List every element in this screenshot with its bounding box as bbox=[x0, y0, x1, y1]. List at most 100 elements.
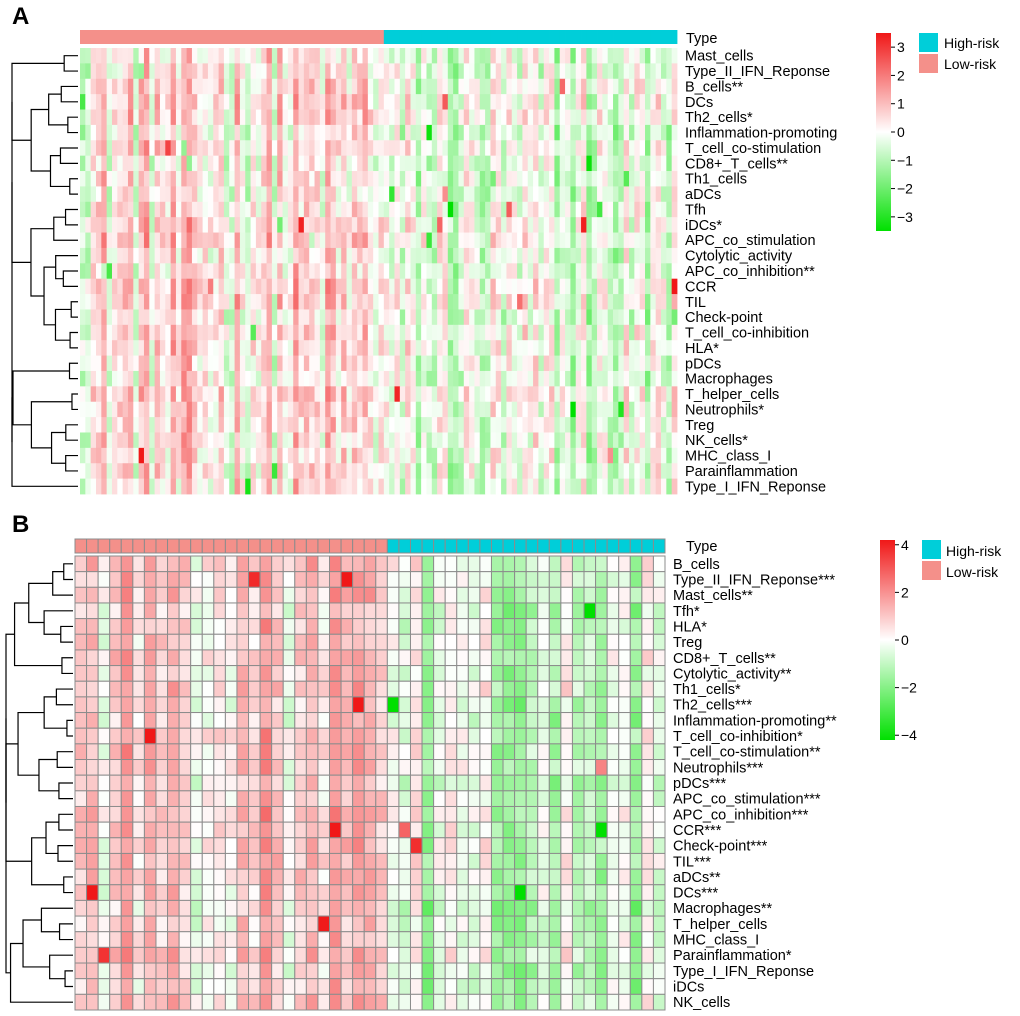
heatmap-cell bbox=[506, 186, 513, 203]
dendrogram-branch bbox=[71, 393, 78, 411]
heatmap-cell bbox=[294, 649, 307, 667]
heatmap-cell bbox=[271, 790, 284, 807]
heatmap-cell bbox=[298, 309, 305, 326]
heatmap-cell bbox=[346, 94, 353, 110]
heatmap-cell bbox=[175, 278, 182, 295]
heatmap-cell bbox=[202, 48, 209, 64]
heatmap-cell bbox=[111, 94, 118, 110]
heatmap-cell bbox=[250, 370, 257, 387]
heatmap-cell bbox=[506, 48, 513, 64]
heatmap-cell bbox=[383, 478, 390, 495]
heatmap-cell bbox=[618, 555, 631, 573]
heatmap-cell bbox=[329, 978, 342, 995]
heatmap-cell bbox=[629, 821, 643, 839]
heatmap-cell bbox=[239, 201, 246, 218]
heatmap-cell bbox=[399, 447, 406, 464]
heatmap-cell bbox=[159, 140, 166, 157]
heatmap-cell bbox=[132, 743, 145, 761]
heatmap-cell bbox=[303, 401, 310, 418]
heatmap-cell bbox=[490, 94, 497, 110]
heatmap-cell bbox=[437, 171, 443, 187]
heatmap-cell bbox=[629, 263, 635, 280]
heatmap-cell bbox=[191, 401, 198, 418]
heatmap-cell bbox=[559, 78, 566, 95]
heatmap-cell bbox=[293, 478, 299, 495]
heatmap-cell bbox=[522, 63, 529, 80]
heatmap-cell bbox=[309, 401, 315, 418]
heatmap-cell bbox=[97, 586, 111, 604]
heatmap-cell bbox=[581, 386, 587, 403]
heatmap-cell bbox=[527, 94, 534, 110]
heatmap-cell bbox=[305, 680, 319, 698]
heatmap-cell bbox=[560, 821, 573, 839]
heatmap-cell bbox=[277, 186, 283, 203]
heatmap-cell bbox=[618, 109, 625, 126]
heatmap-cell bbox=[543, 324, 550, 341]
heatmap-cell bbox=[571, 899, 585, 917]
heatmap-cell bbox=[607, 78, 614, 95]
heatmap-cell bbox=[261, 171, 267, 187]
heatmap-cell bbox=[447, 155, 454, 172]
heatmap-cell bbox=[80, 94, 86, 110]
heatmap-cell bbox=[447, 109, 454, 126]
heatmap-cell bbox=[389, 171, 395, 187]
heatmap-cell bbox=[245, 232, 251, 249]
heatmap-cell bbox=[319, 417, 326, 433]
heatmap-cell bbox=[639, 247, 646, 264]
heatmap-cell bbox=[138, 278, 145, 295]
heatmap-cell bbox=[165, 171, 172, 187]
heatmap-cell bbox=[97, 868, 111, 886]
heatmap-cell bbox=[629, 401, 635, 418]
heatmap-cell bbox=[175, 370, 182, 387]
heatmap-cell bbox=[223, 48, 230, 64]
heatmap-cell bbox=[467, 946, 481, 964]
heatmap-cell bbox=[469, 94, 475, 110]
heatmap-cell bbox=[375, 805, 388, 823]
heatmap-cell bbox=[453, 171, 459, 187]
heatmap-cell bbox=[250, 340, 257, 356]
annotation-cell bbox=[426, 30, 433, 44]
heatmap-cell bbox=[143, 140, 150, 157]
heatmap-cell bbox=[421, 993, 435, 1011]
heatmap-cell bbox=[86, 899, 99, 917]
heatmap-cell bbox=[469, 48, 475, 64]
heatmap-cell bbox=[409, 586, 423, 604]
heatmap-cell bbox=[133, 463, 140, 480]
heatmap-cell bbox=[314, 309, 321, 326]
heatmap-cell bbox=[463, 140, 470, 157]
heatmap-cell bbox=[357, 48, 363, 64]
heatmap-cell bbox=[469, 340, 475, 356]
heatmap-cell bbox=[570, 232, 577, 249]
heatmap-cell bbox=[490, 993, 504, 1011]
heatmap-cell bbox=[533, 63, 539, 80]
heatmap-cell bbox=[373, 278, 379, 295]
heatmap-cell bbox=[453, 186, 459, 203]
heatmap-cell bbox=[514, 571, 527, 588]
heatmap-cell bbox=[159, 432, 166, 449]
heatmap-cell bbox=[490, 649, 504, 667]
heatmap-cell bbox=[570, 355, 577, 372]
heatmap-cell bbox=[132, 680, 145, 698]
heatmap-cell bbox=[74, 680, 88, 698]
heatmap-cell bbox=[655, 478, 662, 495]
heatmap-cell bbox=[303, 78, 310, 95]
heatmap-cell bbox=[197, 63, 203, 80]
heatmap-cell bbox=[398, 931, 411, 948]
heatmap-cell bbox=[661, 124, 667, 141]
heatmap-cell bbox=[671, 463, 678, 480]
heatmap-cell bbox=[143, 586, 157, 604]
heatmap-cell bbox=[329, 571, 342, 588]
heatmap-cell bbox=[282, 201, 289, 218]
heatmap-cell bbox=[120, 774, 134, 792]
heatmap-cell bbox=[191, 78, 198, 95]
heatmap-cell bbox=[650, 278, 657, 295]
heatmap-cell bbox=[415, 140, 422, 157]
heatmap-cell bbox=[367, 186, 374, 203]
heatmap-cell bbox=[485, 140, 491, 157]
heatmap-cell bbox=[479, 247, 486, 264]
heatmap-cell bbox=[367, 370, 374, 387]
heatmap-cell bbox=[386, 821, 400, 839]
heatmap-cell bbox=[101, 171, 108, 187]
heatmap-cell bbox=[405, 78, 411, 95]
heatmap-cell bbox=[207, 247, 214, 264]
